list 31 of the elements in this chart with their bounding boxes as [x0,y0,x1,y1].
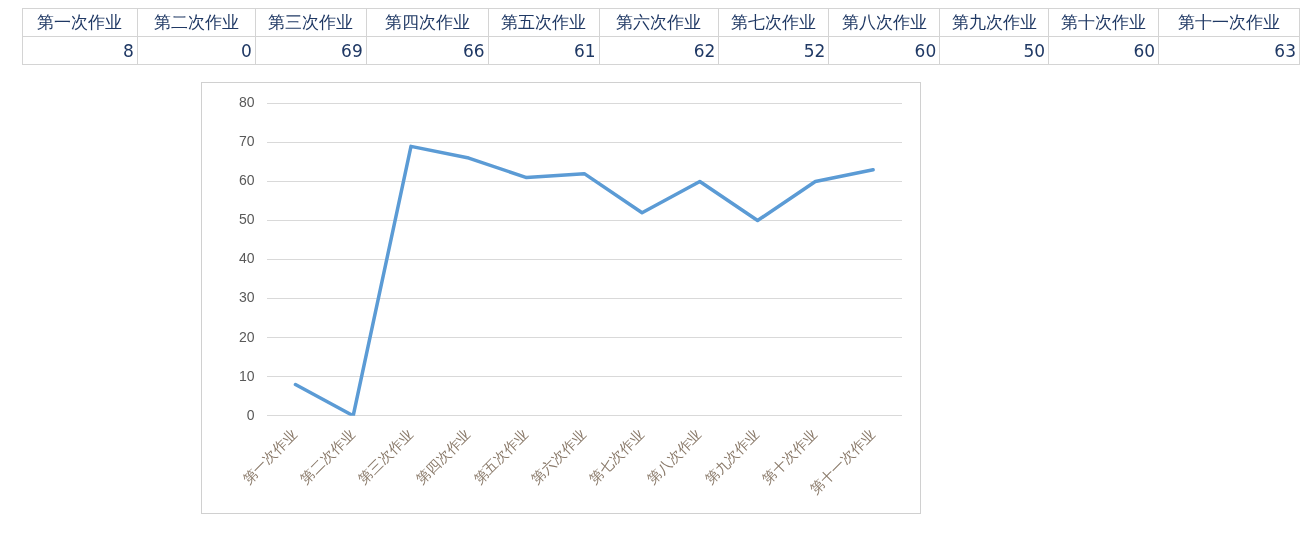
category-label: 第十次作业 [1048,8,1159,37]
category-label: 第八次作业 [828,8,940,37]
category-label: 第一次作业 [22,8,138,37]
data-label: 62 [599,36,719,65]
data-label: 69 [255,36,367,65]
y-tick-label: 40 [238,250,255,267]
data-label: 50 [939,36,1049,65]
data-label: 63 [1158,36,1300,65]
category-label: 第五次作业 [488,8,600,37]
data-label: 61 [488,36,600,65]
category-label: 第二次作业 [137,8,256,37]
y-tick-label: 30 [238,289,255,306]
category-label: 第三次作业 [255,8,367,37]
y-tick-label: 80 [238,94,255,111]
category-label: 第十一次作业 [1158,8,1300,37]
data-label: 60 [828,36,940,65]
y-tick-label: 60 [238,172,255,189]
data-label: 66 [366,36,489,65]
data-label: 60 [1048,36,1159,65]
data-label: 52 [718,36,829,65]
y-tick-label: 10 [238,367,255,384]
x-tick-label: 第九次作业 [701,426,763,487]
y-tick-label: 20 [238,328,255,345]
category-label: 第九次作业 [939,8,1049,37]
y-tick-label: 50 [238,211,255,228]
category-label: 第六次作业 [599,8,719,37]
category-label: 第四次作业 [366,8,489,37]
y-tick-label: 0 [246,406,255,423]
y-tick-label: 70 [238,133,255,150]
category-label: 第七次作业 [718,8,829,37]
data-label: 8 [22,36,138,65]
